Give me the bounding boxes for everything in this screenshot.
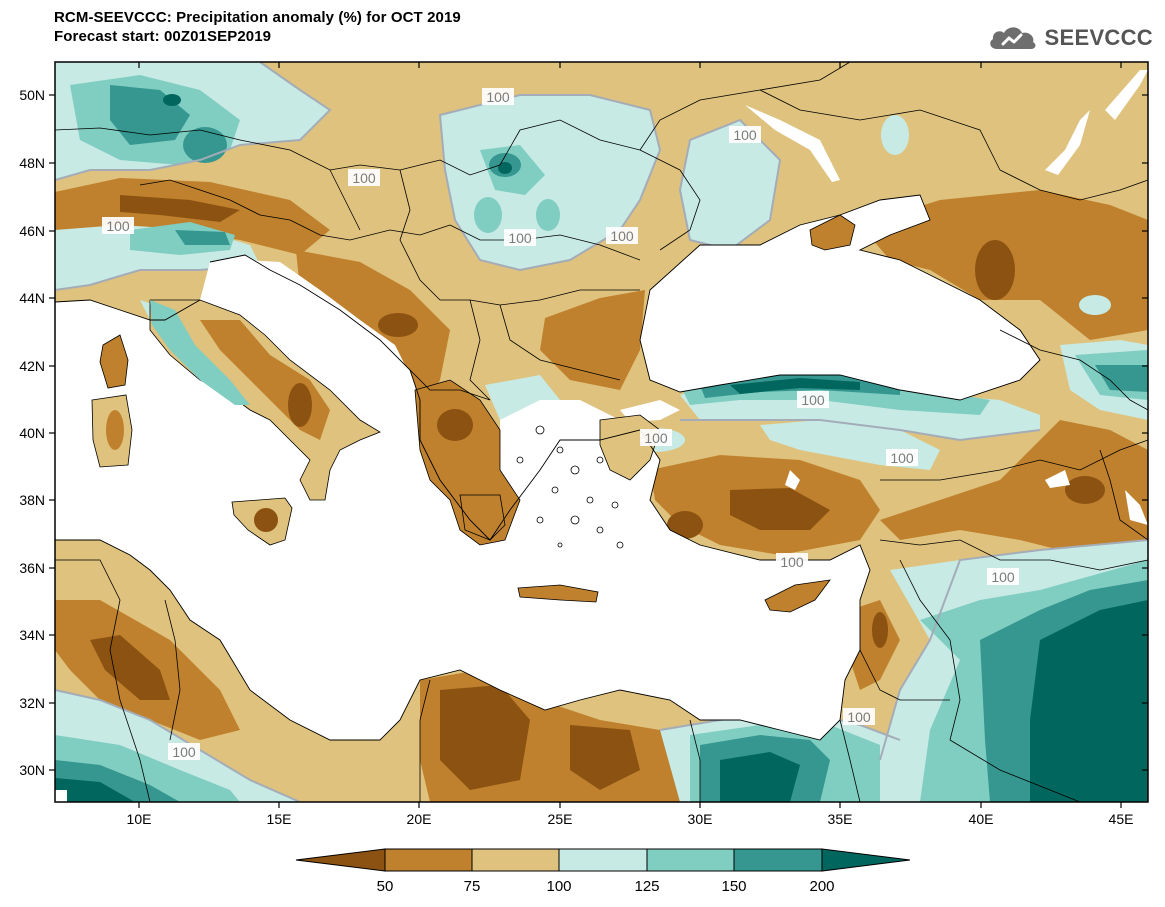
extreme-wet-anomaly-zones bbox=[55, 94, 1148, 802]
lat-label: 30N bbox=[19, 762, 45, 778]
contour-label: 100 bbox=[106, 218, 130, 234]
legend-tick-label: 200 bbox=[809, 878, 834, 895]
lat-label: 36N bbox=[19, 560, 45, 576]
lat-label: 38N bbox=[19, 492, 45, 508]
legend-swatch bbox=[295, 848, 386, 872]
legend-tick-label: 125 bbox=[634, 878, 659, 895]
coastlines bbox=[55, 194, 1041, 741]
legend-tick-label: 75 bbox=[464, 878, 481, 895]
sea-of-azov bbox=[840, 195, 930, 250]
legend-swatch bbox=[558, 848, 648, 872]
lon-label: 30E bbox=[688, 811, 713, 827]
lat-label: 32N bbox=[19, 695, 45, 711]
longitude-axis: 10E 15E 20E 25E 30E 35E 40E 45E bbox=[127, 62, 1134, 827]
contour-label: 100 bbox=[172, 744, 196, 760]
contour-label: 100 bbox=[847, 709, 871, 725]
map-frame bbox=[54, 61, 1149, 803]
lon-label: 45E bbox=[1109, 811, 1134, 827]
lon-label: 15E bbox=[267, 811, 292, 827]
lat-label: 48N bbox=[19, 155, 45, 171]
title-line-1: RCM-SEEVCCC: Precipitation anomaly (%) f… bbox=[54, 9, 461, 26]
contour-label: 100 bbox=[991, 569, 1015, 585]
contour-label: 100 bbox=[733, 127, 757, 143]
legend-tick-label: 100 bbox=[546, 878, 571, 895]
contour-label: 100 bbox=[486, 89, 510, 105]
map-title: RCM-SEEVCCC: Precipitation anomaly (%) f… bbox=[54, 8, 461, 46]
crete bbox=[517, 584, 599, 603]
contour-label: 100 bbox=[801, 392, 825, 408]
contour-labels: 100 100 100 100 100 100 100 100 100 100 100 100 100 bbox=[102, 88, 1019, 760]
contour-label: 100 bbox=[780, 554, 804, 570]
corsica bbox=[99, 334, 129, 389]
brand-name: SEEVCCC bbox=[1044, 25, 1153, 50]
lat-label: 40N bbox=[19, 425, 45, 441]
contour-label: 100 bbox=[610, 228, 634, 244]
legend-tick-label: 50 bbox=[377, 878, 394, 895]
brand-logo: SEEVCCC bbox=[987, 20, 1153, 56]
lon-label: 35E bbox=[828, 811, 853, 827]
cyprus bbox=[764, 579, 831, 613]
masked-areas bbox=[55, 70, 1148, 802]
legend-swatch bbox=[733, 848, 823, 872]
legend-swatch bbox=[384, 848, 473, 872]
contour-label: 100 bbox=[508, 230, 532, 246]
lat-label: 44N bbox=[19, 290, 45, 306]
latitude-axis: 50N 48N 46N 44N 42N 40N 38N 36N 34N 32N 30N bbox=[19, 87, 1148, 778]
cloud-logo-icon bbox=[989, 27, 1035, 49]
lat-label: 34N bbox=[19, 627, 45, 643]
lat-label: 42N bbox=[19, 358, 45, 374]
lat-label: 46N bbox=[19, 223, 45, 239]
contour-label: 100 bbox=[352, 170, 376, 186]
legend-tick-label: 150 bbox=[721, 878, 746, 895]
contour-label: 100 bbox=[644, 430, 668, 446]
lon-label: 10E bbox=[127, 811, 152, 827]
legend-swatch bbox=[471, 848, 560, 872]
aegean-islands bbox=[516, 425, 624, 549]
lon-label: 40E bbox=[969, 811, 994, 827]
title-line-2: Forecast start: 00Z01SEP2019 bbox=[54, 28, 272, 45]
legend-swatch bbox=[821, 848, 911, 872]
legend-swatch bbox=[646, 848, 735, 872]
lat-label: 50N bbox=[19, 87, 45, 103]
lon-label: 20E bbox=[407, 811, 432, 827]
lon-label: 25E bbox=[548, 811, 573, 827]
islands bbox=[91, 214, 856, 613]
contour-label: 100 bbox=[890, 450, 914, 466]
black-sea bbox=[640, 195, 1040, 400]
country-borders bbox=[55, 62, 1148, 802]
colorbar-legend: 50 75 100 125 150 200 bbox=[295, 848, 911, 895]
